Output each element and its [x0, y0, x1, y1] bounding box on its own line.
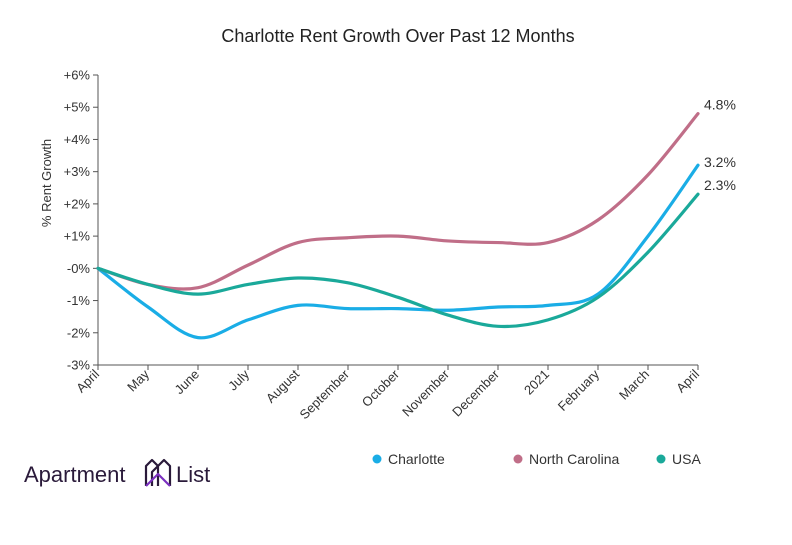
- y-tick-label: -2%: [67, 325, 91, 340]
- x-tick-label: December: [449, 366, 502, 419]
- x-tick-label: 2021: [521, 367, 552, 398]
- end-label-charlotte: 3.2%: [704, 154, 736, 170]
- y-tick-label: +6%: [64, 68, 91, 83]
- series-lines: [96, 112, 700, 340]
- chart-title: Charlotte Rent Growth Over Past 12 Month…: [221, 26, 574, 46]
- x-tick-label: November: [399, 366, 452, 419]
- end-label-usa: 2.3%: [704, 177, 736, 193]
- x-tick-label: May: [124, 366, 152, 394]
- x-tick-label: September: [297, 366, 353, 422]
- series-line-usa: [96, 192, 700, 329]
- x-tick-label: March: [616, 367, 652, 403]
- axes: -3% -2% -1% -0% +1% +2% +3% +4% +5% +6% April May Ju…: [64, 68, 703, 423]
- x-tick-label: April: [673, 366, 702, 395]
- apartment-list-logo: Apartment List: [24, 458, 210, 487]
- legend-label-charlotte: Charlotte: [388, 451, 445, 467]
- y-tick-label: +3%: [64, 164, 91, 179]
- y-tick-label: -3%: [67, 358, 91, 373]
- x-tick-label: July: [225, 366, 252, 393]
- series-line-north-carolina: [96, 112, 700, 291]
- y-tick-label: -0%: [67, 261, 91, 276]
- brand-name-right: List: [176, 462, 210, 487]
- legend-marker-north-carolina: [513, 454, 523, 464]
- y-axis-title: % Rent Growth: [39, 139, 54, 227]
- y-tick-label: +4%: [64, 132, 91, 147]
- x-tick-label: February: [555, 366, 603, 414]
- end-labels: 3.2% 4.8% 2.3%: [704, 97, 736, 194]
- end-label-north-carolina: 4.8%: [704, 97, 736, 113]
- legend-marker-usa: [656, 454, 666, 464]
- legend: Charlotte North Carolina USA: [372, 451, 701, 467]
- x-tick-label: August: [263, 366, 302, 405]
- legend-marker-charlotte: [372, 454, 382, 464]
- y-tick-label: +1%: [64, 229, 91, 244]
- x-tick-label: October: [359, 366, 403, 410]
- y-tick-label: +2%: [64, 196, 91, 211]
- brand-name-left: Apartment: [24, 462, 126, 487]
- y-tick-label: +5%: [64, 100, 91, 115]
- legend-label-usa: USA: [672, 451, 701, 467]
- series-line-charlotte: [96, 163, 700, 340]
- x-tick-label: June: [172, 367, 203, 398]
- building-logo-icon: [144, 458, 172, 487]
- y-tick-label: -1%: [67, 293, 91, 308]
- legend-label-north-carolina: North Carolina: [529, 451, 619, 467]
